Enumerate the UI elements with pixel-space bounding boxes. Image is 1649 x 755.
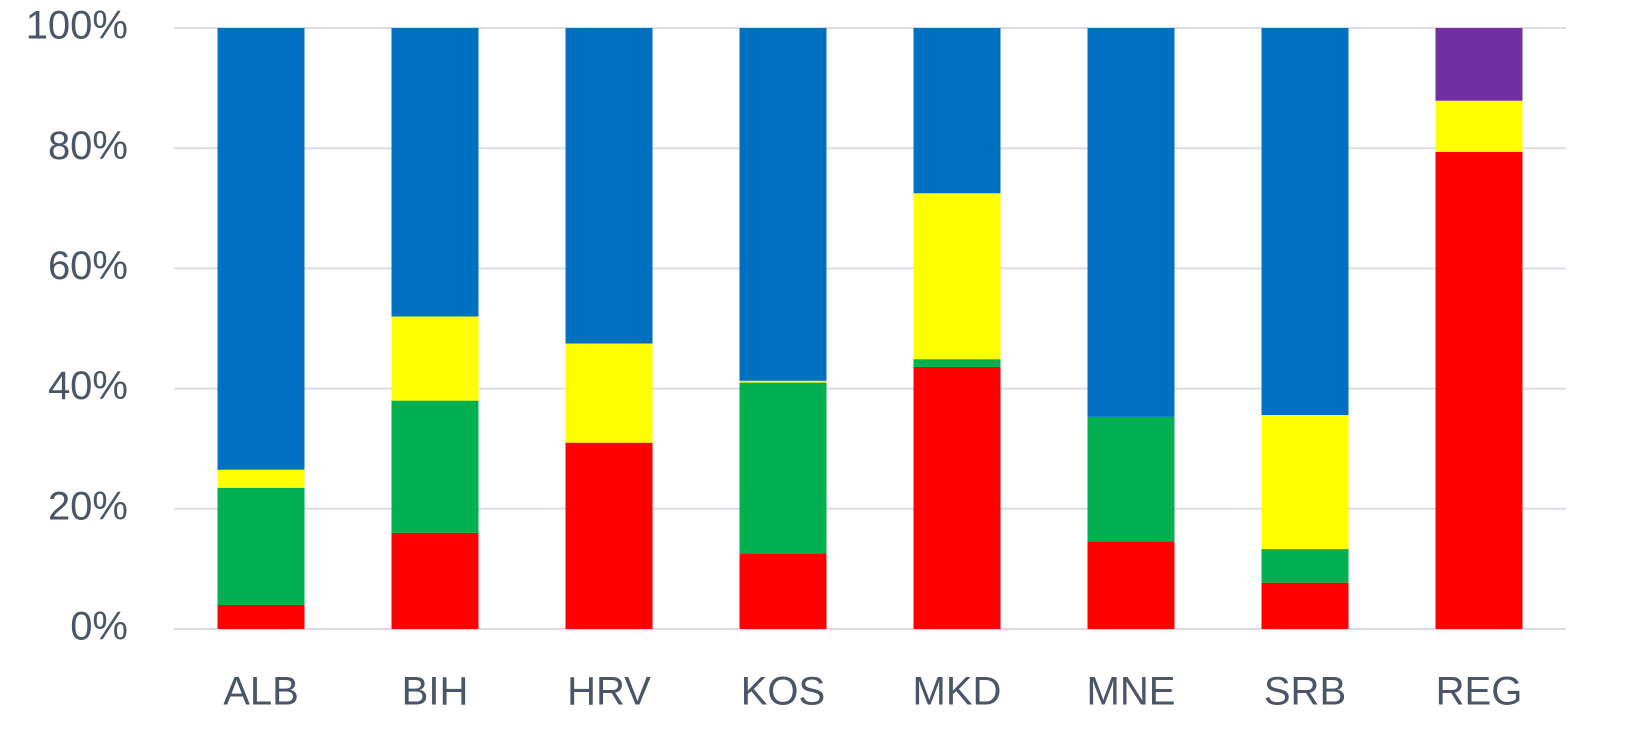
bar-segment — [391, 532, 479, 629]
bar-segment — [913, 28, 1001, 194]
bar-segment — [739, 382, 827, 554]
bar-segment — [1435, 100, 1523, 152]
bar-segment — [913, 366, 1001, 629]
bar-segment — [1087, 416, 1175, 542]
bar-segment — [217, 487, 305, 605]
bar-segment — [391, 28, 479, 317]
y-tick-label: 80% — [48, 124, 128, 168]
bar-segment — [913, 193, 1001, 360]
bar-segment — [739, 553, 827, 629]
y-tick-label: 60% — [48, 244, 128, 288]
y-tick-label: 20% — [48, 484, 128, 528]
bar-segment — [217, 28, 305, 470]
x-tick-label: KOS — [741, 670, 825, 714]
bar-segment — [565, 442, 653, 629]
bar-segment — [1435, 28, 1523, 101]
bar-segment — [217, 604, 305, 629]
bar-segment — [391, 400, 479, 533]
x-tick-label: HRV — [567, 670, 651, 714]
x-tick-label: MKD — [913, 670, 1002, 714]
bar-segment — [1261, 28, 1349, 416]
y-tick-label: 100% — [26, 4, 128, 48]
bar-segment — [739, 380, 827, 383]
bar-segment — [1087, 28, 1175, 417]
x-tick-label: BIH — [402, 670, 469, 714]
x-tick-label: REG — [1436, 670, 1523, 714]
bar-segment — [565, 343, 653, 443]
bar-segment — [1261, 549, 1349, 583]
bar-segment — [565, 28, 653, 344]
y-tick-label: 40% — [48, 364, 128, 408]
x-tick-label: SRB — [1264, 670, 1346, 714]
bar-segment — [1087, 541, 1175, 629]
bar-segment — [739, 28, 827, 381]
bar-segment — [1261, 415, 1349, 550]
bar-segment — [1261, 582, 1349, 629]
x-tick-label: MNE — [1087, 670, 1176, 714]
bar-segment — [391, 316, 479, 401]
bar-segment — [217, 469, 305, 488]
y-tick-label: 0% — [70, 605, 128, 649]
bar-segment — [1435, 151, 1523, 629]
x-tick-label: ALB — [223, 670, 299, 714]
bar-segment — [913, 359, 1001, 367]
